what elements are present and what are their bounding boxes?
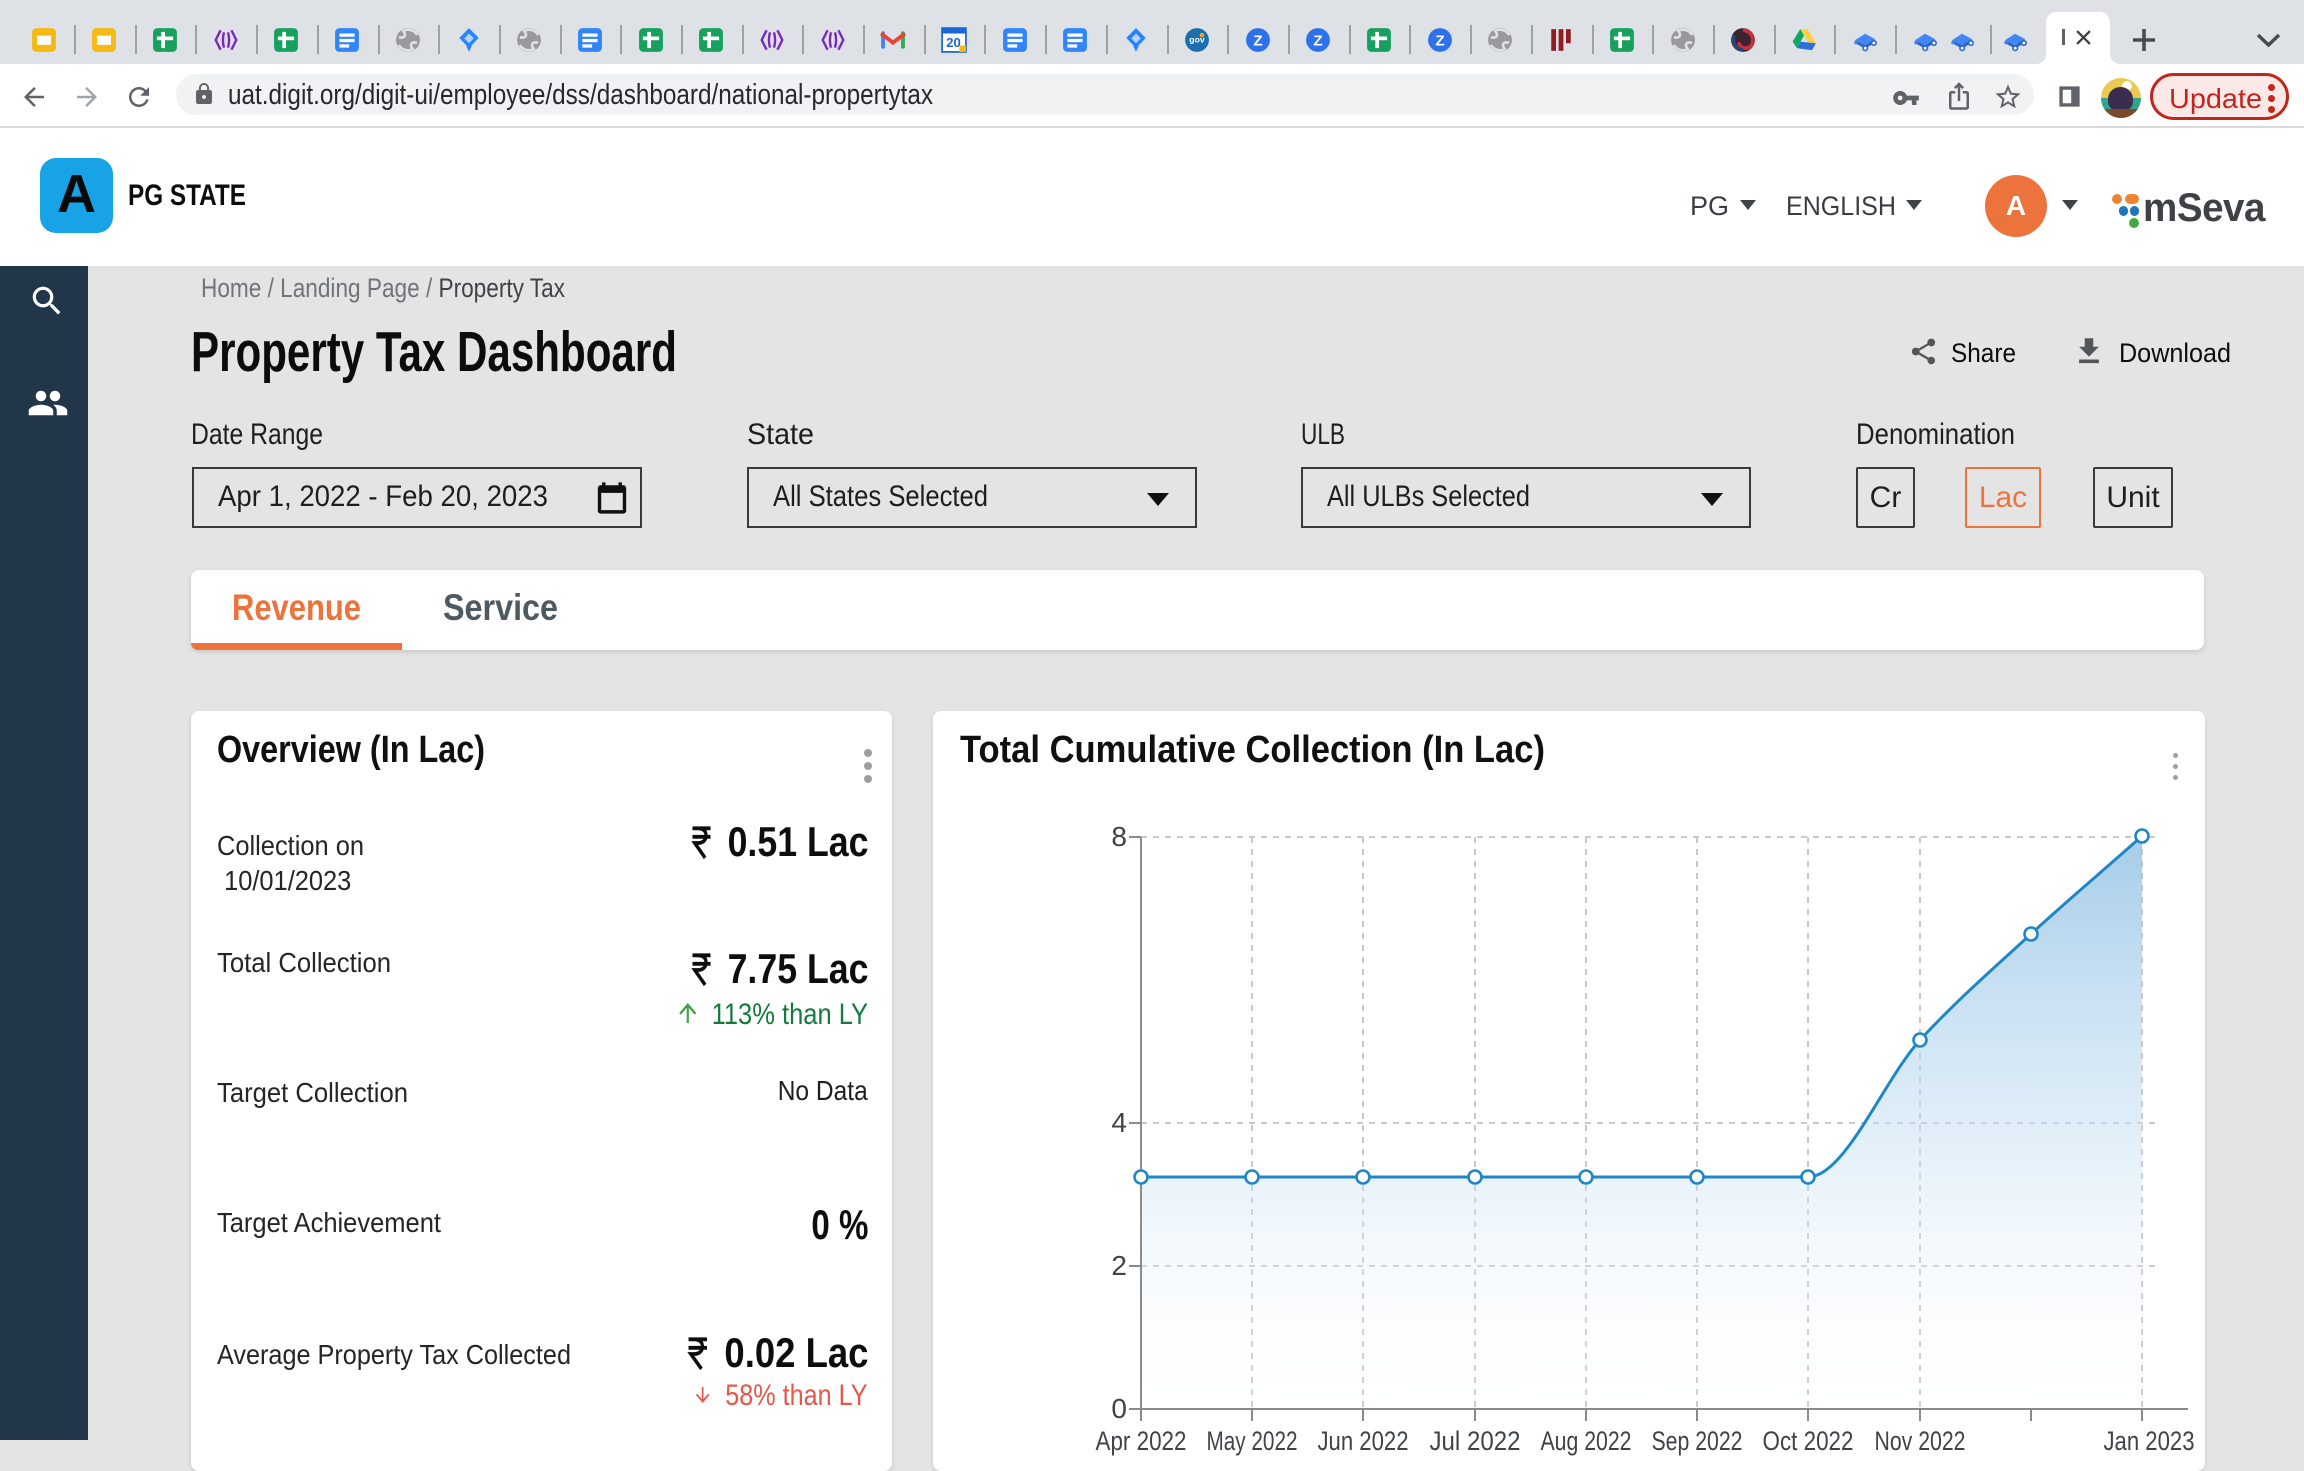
svg-text:Oct 2022: Oct 2022 xyxy=(1763,1426,1854,1456)
svg-text:Jun 2022: Jun 2022 xyxy=(1318,1426,1409,1456)
svg-text:May 2022: May 2022 xyxy=(1207,1426,1298,1456)
svg-text:0: 0 xyxy=(1111,1393,1127,1424)
svg-text:Jan 2023: Jan 2023 xyxy=(2104,1426,2195,1456)
svg-text:Nov 2022: Nov 2022 xyxy=(1875,1426,1966,1456)
svg-text:4: 4 xyxy=(1111,1107,1127,1138)
svg-text:Aug 2022: Aug 2022 xyxy=(1541,1426,1632,1456)
svg-text:Sep 2022: Sep 2022 xyxy=(1652,1426,1743,1456)
svg-text:2: 2 xyxy=(1111,1250,1127,1281)
svg-text:Apr 2022: Apr 2022 xyxy=(1096,1426,1187,1456)
svg-text:8: 8 xyxy=(1111,821,1127,852)
svg-text:Jul 2022: Jul 2022 xyxy=(1430,1426,1521,1456)
